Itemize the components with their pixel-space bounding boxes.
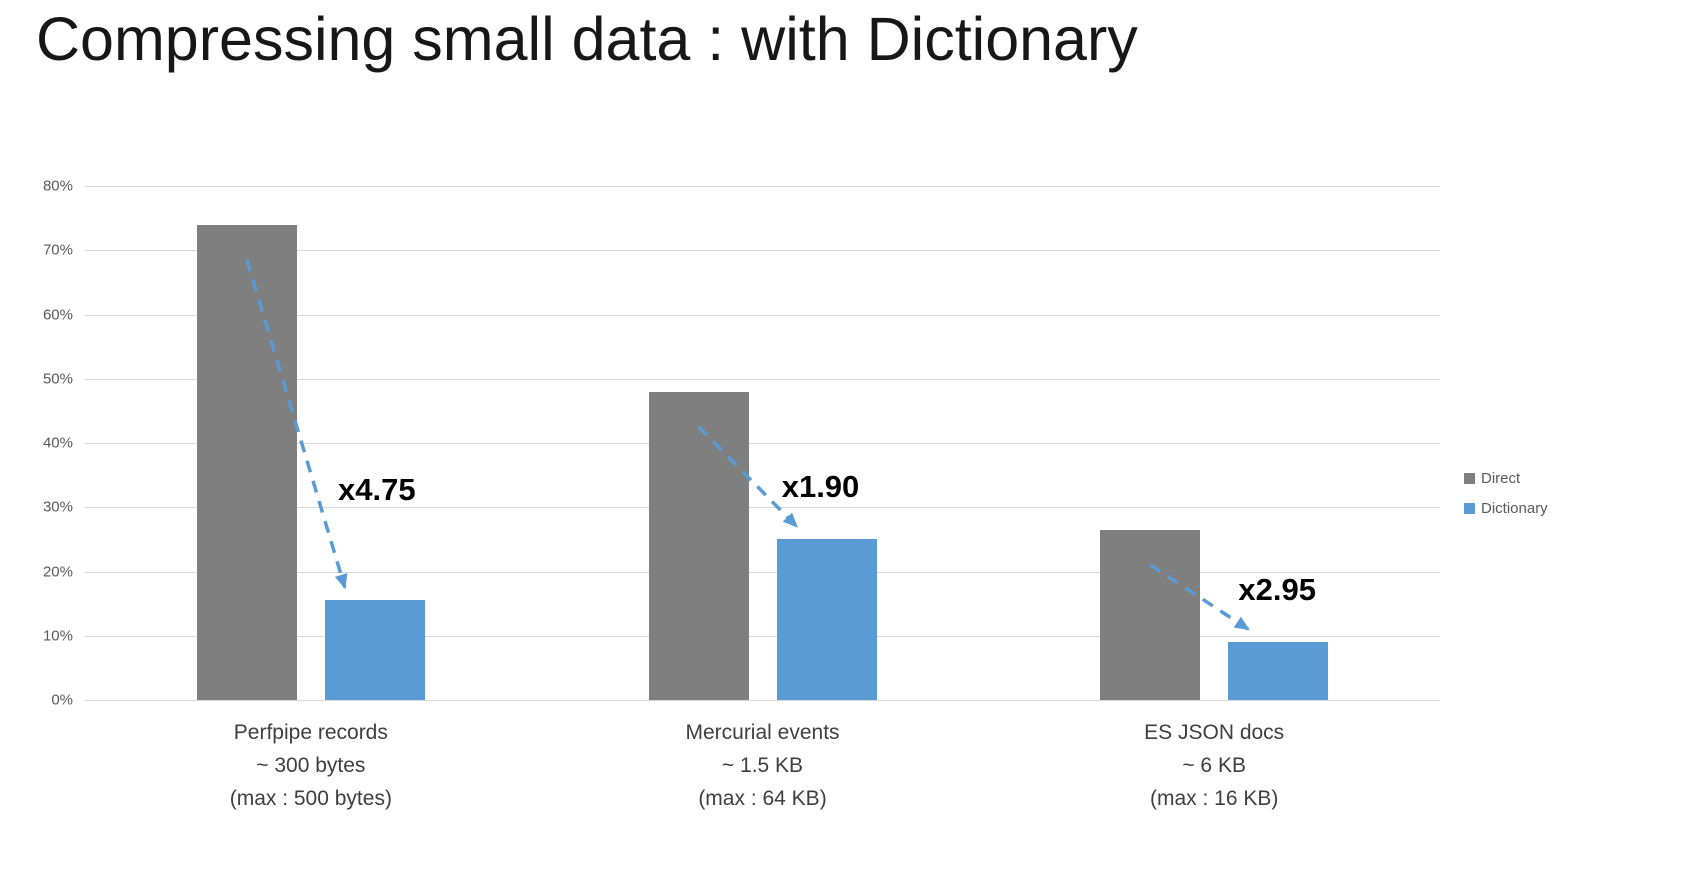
y-axis-tick-label: 0%: [51, 691, 73, 709]
y-axis-tick-label: 80%: [42, 177, 73, 195]
category-label-line: (max : 500 bytes): [229, 787, 392, 810]
category-label: ES JSON docs ~ 6 KB (max : 16 KB): [1144, 716, 1284, 815]
y-axis-tick-label: 30%: [42, 498, 73, 516]
bar-dictionary: [1228, 642, 1329, 700]
chart-legend: Direct Dictionary: [1464, 470, 1548, 530]
legend-label-dictionary: Dictionary: [1481, 500, 1548, 517]
bar-direct: [648, 391, 749, 700]
bar-dictionary: [776, 539, 877, 700]
y-axis-tick-label: 50%: [42, 370, 73, 388]
gridline: [85, 250, 1440, 252]
legend-item-dictionary: Dictionary: [1464, 500, 1548, 517]
legend-swatch-direct-icon: [1464, 473, 1475, 484]
ratio-annotation: x2.95: [1238, 572, 1316, 608]
y-axis-tick-label: 60%: [42, 306, 73, 323]
bar-direct: [196, 224, 297, 700]
category-label-line: ~ 1.5 KB: [721, 754, 804, 777]
legend-item-direct: Direct: [1464, 470, 1548, 487]
category-label: Perfpipe records ~ 300 bytes (max : 500 by…: [230, 716, 392, 815]
gridline: [85, 571, 1440, 573]
bar-dictionary: [324, 600, 425, 700]
ratio-annotation: x4.75: [338, 472, 416, 508]
legend-label-direct: Direct: [1481, 470, 1521, 487]
category-label-line: ES JSON docs: [1144, 721, 1285, 744]
gridline: [85, 635, 1440, 637]
bar-direct: [1100, 529, 1201, 700]
category-label-line: (max : 64 KB): [698, 787, 827, 810]
category-label-line: ~ 6 KB: [1182, 754, 1246, 777]
category-label-line: (max : 16 KB): [1149, 787, 1279, 810]
chart-title: Compressing small data : with Dictionary: [36, 5, 1138, 73]
category-label-line: ~ 300 bytes: [256, 754, 366, 777]
legend-swatch-dictionary-icon: [1464, 503, 1475, 514]
gridline: [85, 700, 1440, 701]
gridline: [85, 186, 1440, 187]
gridline: [85, 378, 1440, 380]
ratio-annotation: x1.90: [781, 469, 860, 505]
category-label: Mercurial events ~ 1.5 KB (max : 64 KB): [685, 716, 839, 815]
y-axis-tick-label: 10%: [42, 627, 73, 645]
y-axis-tick-label: 20%: [42, 563, 73, 580]
gridline: [85, 314, 1440, 316]
y-axis-tick-label: 40%: [42, 434, 73, 452]
y-axis-tick-label: 70%: [42, 241, 73, 259]
category-label-line: Perfpipe records: [233, 721, 388, 744]
category-label-line: Mercurial events: [685, 721, 840, 744]
